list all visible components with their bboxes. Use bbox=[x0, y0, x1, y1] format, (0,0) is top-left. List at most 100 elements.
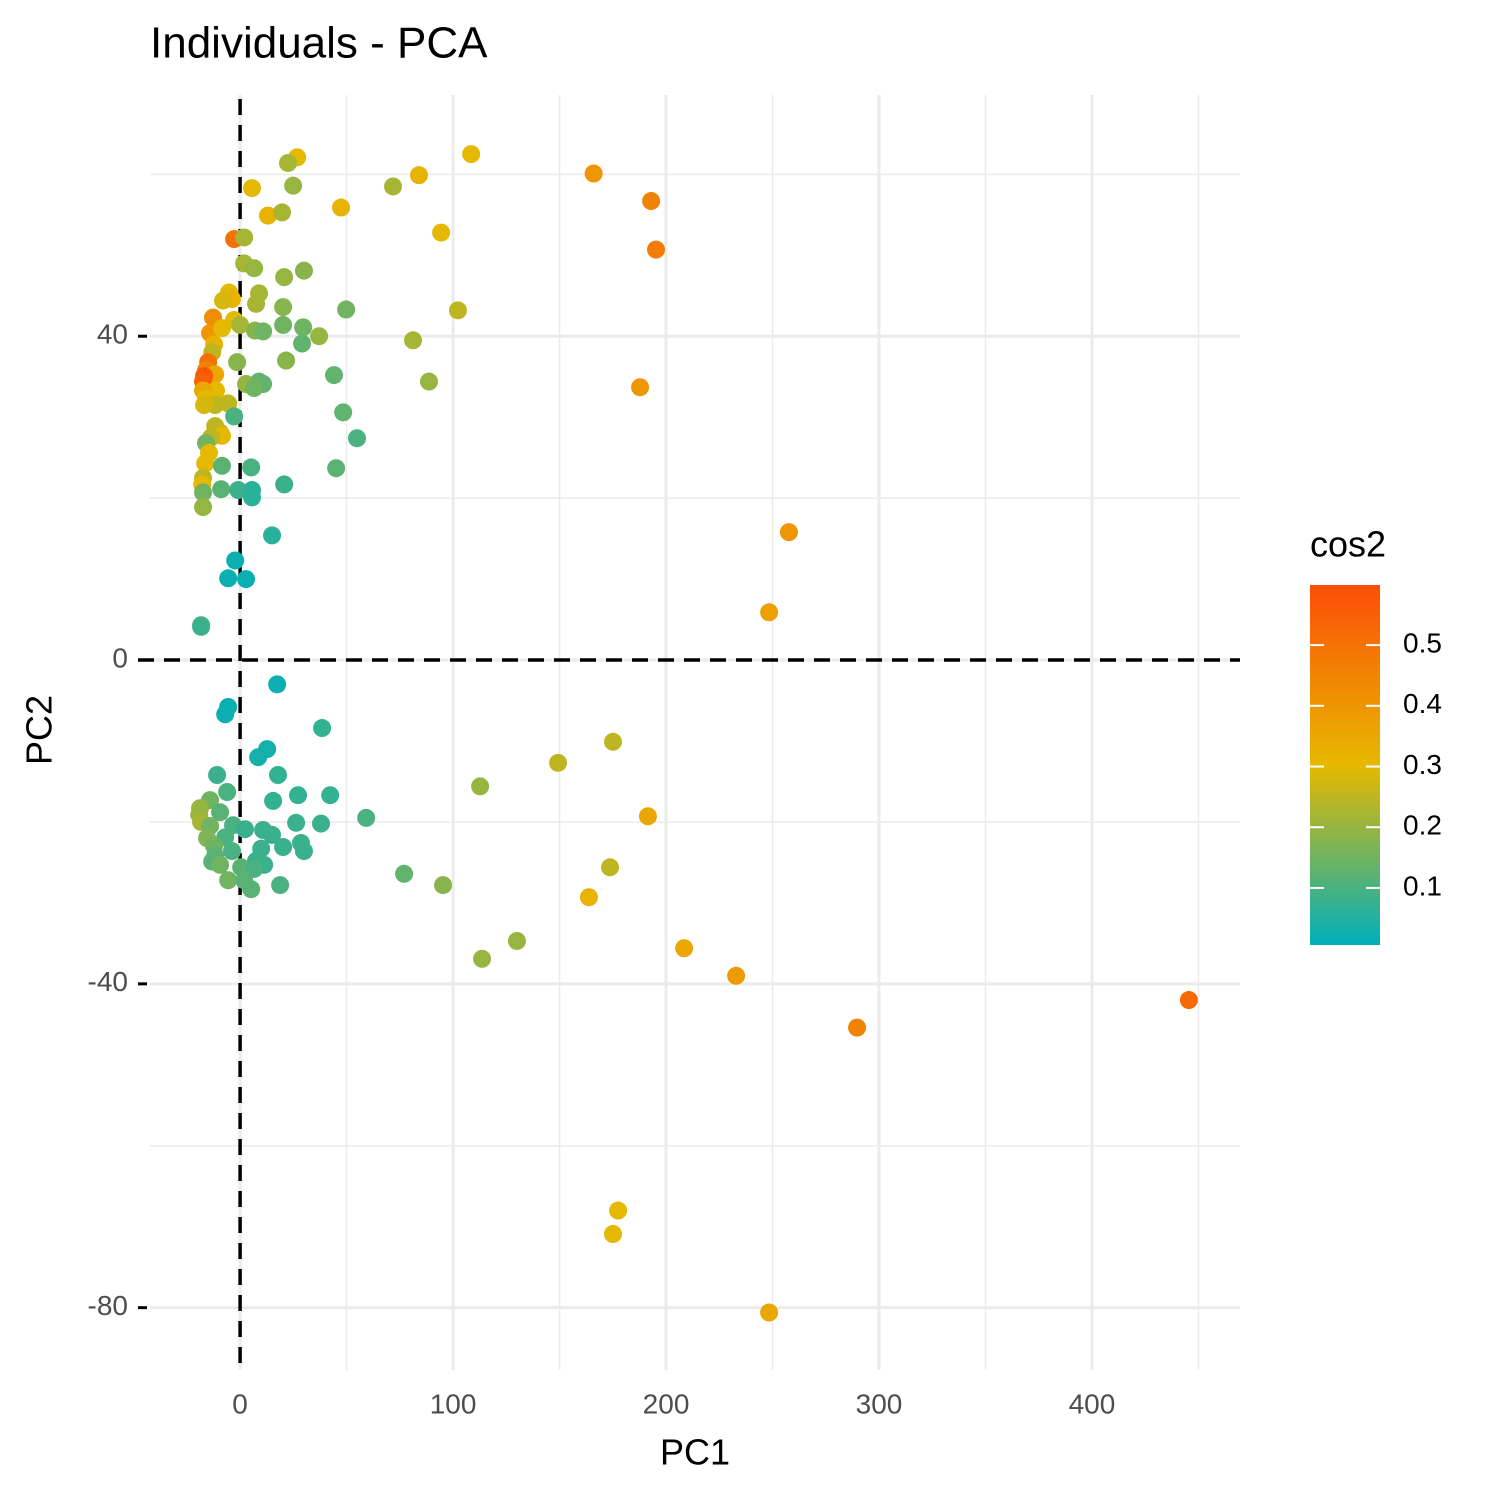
point bbox=[432, 223, 451, 242]
point bbox=[507, 931, 526, 950]
point bbox=[293, 334, 312, 353]
point bbox=[254, 322, 273, 341]
point bbox=[245, 379, 264, 398]
point bbox=[638, 807, 657, 826]
point bbox=[404, 331, 423, 350]
point bbox=[348, 429, 367, 448]
point bbox=[268, 766, 287, 784]
point bbox=[287, 813, 306, 832]
legend-tick-label: 0.2 bbox=[1403, 810, 1442, 841]
point bbox=[268, 675, 287, 694]
point bbox=[760, 1303, 779, 1322]
point bbox=[218, 783, 237, 801]
legend-tick-label: 0.1 bbox=[1403, 870, 1442, 901]
point bbox=[274, 315, 293, 334]
point bbox=[294, 842, 313, 861]
point bbox=[263, 825, 282, 844]
point bbox=[631, 378, 650, 397]
point bbox=[208, 766, 227, 784]
point bbox=[473, 949, 492, 968]
point bbox=[212, 319, 231, 338]
point bbox=[212, 456, 231, 475]
point bbox=[264, 791, 283, 810]
point bbox=[727, 966, 746, 985]
point bbox=[604, 732, 623, 751]
point bbox=[395, 864, 414, 883]
x-tick-label: 300 bbox=[856, 1388, 903, 1419]
point bbox=[434, 876, 453, 895]
x-tick-label: 100 bbox=[430, 1388, 477, 1419]
y-tick-label: 0 bbox=[112, 642, 128, 673]
point bbox=[462, 145, 481, 164]
x-tick-label: 200 bbox=[643, 1388, 690, 1419]
legend-tick-label: 0.5 bbox=[1403, 627, 1442, 658]
point bbox=[294, 261, 313, 280]
point bbox=[274, 298, 293, 317]
point bbox=[584, 164, 603, 183]
point bbox=[211, 803, 230, 822]
point bbox=[274, 838, 293, 857]
point bbox=[211, 855, 230, 874]
point bbox=[242, 880, 261, 899]
color-bar bbox=[1310, 585, 1380, 945]
point bbox=[277, 351, 296, 370]
point bbox=[247, 294, 266, 313]
point bbox=[409, 166, 428, 185]
point bbox=[228, 353, 247, 372]
point bbox=[760, 603, 779, 622]
point bbox=[258, 206, 277, 225]
point bbox=[214, 291, 233, 310]
point bbox=[604, 1225, 623, 1243]
point bbox=[229, 481, 248, 500]
point bbox=[779, 523, 798, 542]
point bbox=[289, 786, 308, 805]
point bbox=[325, 366, 344, 385]
point bbox=[237, 570, 256, 589]
legend-tick-label: 0.4 bbox=[1403, 688, 1442, 719]
point bbox=[275, 475, 294, 494]
point bbox=[419, 372, 438, 391]
y-axis-title: PC2 bbox=[19, 695, 60, 765]
point bbox=[222, 842, 241, 861]
point bbox=[471, 777, 490, 796]
x-tick-label: 400 bbox=[1069, 1388, 1116, 1419]
point bbox=[275, 268, 294, 287]
point bbox=[321, 786, 340, 805]
point bbox=[848, 1018, 867, 1037]
point bbox=[245, 259, 264, 278]
point bbox=[249, 748, 268, 767]
y-tick-label: -80 bbox=[88, 1290, 128, 1321]
point bbox=[243, 179, 262, 198]
point bbox=[384, 177, 403, 196]
point bbox=[549, 753, 568, 772]
point bbox=[312, 814, 331, 833]
point bbox=[263, 526, 282, 545]
point bbox=[271, 876, 290, 895]
point bbox=[332, 198, 351, 217]
y-tick-label: 40 bbox=[97, 319, 128, 350]
legend-tick-label: 0.3 bbox=[1403, 749, 1442, 780]
x-tick-label: 0 bbox=[232, 1388, 248, 1419]
point bbox=[310, 327, 329, 346]
point bbox=[225, 407, 244, 426]
point bbox=[1179, 991, 1198, 1010]
chart-title: Individuals - PCA bbox=[150, 19, 488, 68]
point bbox=[334, 403, 353, 422]
legend-title: cos2 bbox=[1310, 524, 1386, 565]
point bbox=[448, 301, 467, 320]
x-axis-title: PC1 bbox=[660, 1432, 730, 1473]
point bbox=[192, 617, 211, 636]
point bbox=[284, 176, 303, 195]
point bbox=[219, 871, 238, 890]
point bbox=[675, 939, 694, 958]
point bbox=[642, 192, 661, 211]
point bbox=[337, 300, 356, 319]
point bbox=[294, 318, 313, 337]
point bbox=[579, 888, 598, 907]
point bbox=[195, 396, 214, 415]
point bbox=[235, 820, 254, 839]
point bbox=[216, 705, 235, 724]
point bbox=[273, 203, 292, 222]
point bbox=[226, 551, 245, 570]
